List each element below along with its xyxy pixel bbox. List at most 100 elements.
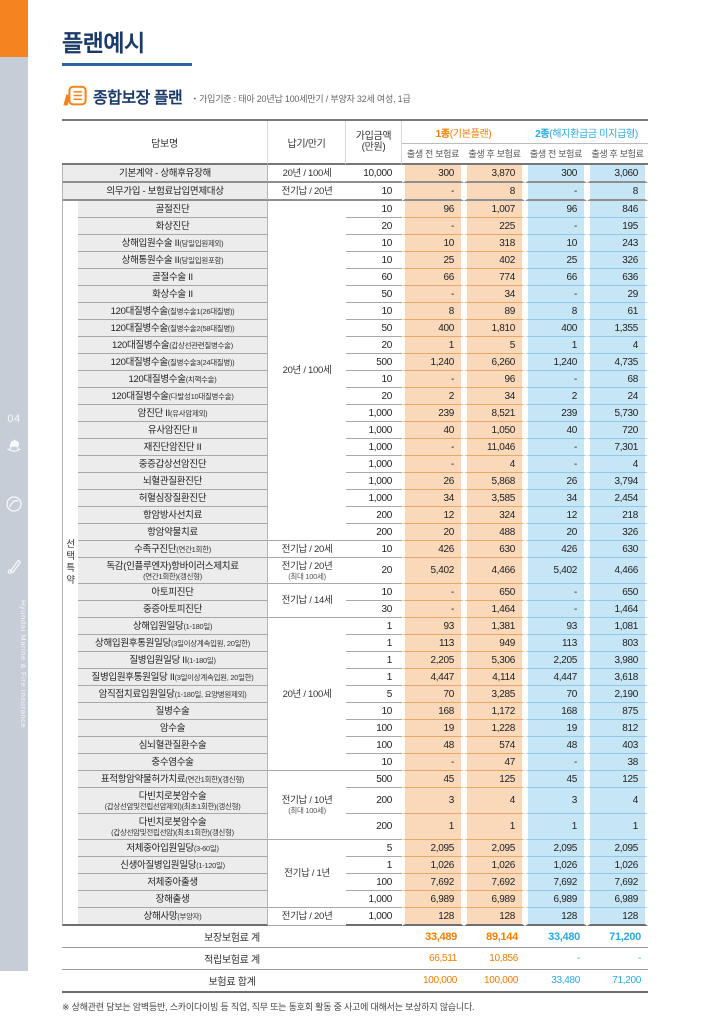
coverage-name-text: 골절진단 [155, 203, 190, 215]
coverage-name: 120대질병수술(다발성10대질병수술) [78, 388, 269, 405]
amount-cell: 20 [346, 558, 403, 584]
coverage-name-text: 암진단 II [137, 407, 171, 419]
premium-cell: 5,730 [587, 405, 649, 422]
premium-cell: 3,794 [587, 473, 649, 490]
premium-cell: 48 [402, 737, 465, 754]
coverage-name-text: 120대질병수술 [110, 322, 168, 334]
premium-cell: 1,810 [464, 320, 526, 337]
premium-cell: 113 [525, 635, 588, 652]
premium-cell: 68 [587, 371, 649, 388]
premium-cell: 636 [587, 269, 649, 286]
coverage-name-text: 항암방사선치료 [142, 509, 203, 521]
coverage-name: 120대질병수술(질병수술1(26대질병)) [78, 303, 269, 320]
coverage-name-detail: (1-180일) [187, 655, 216, 665]
premium-cell: 96 [402, 201, 465, 218]
amount-cell: 1 [346, 669, 403, 686]
premium-cell: 12 [525, 507, 588, 524]
premium-cell: 2,454 [587, 490, 649, 507]
summary-value: 33,480 [525, 926, 588, 948]
premium-cell: 630 [587, 541, 649, 558]
premium-cell: 19 [525, 720, 588, 737]
premium-cell: 96 [464, 371, 526, 388]
premium-cell: - [402, 456, 465, 473]
amount-cell: 10 [346, 235, 403, 252]
premium-cell: - [525, 456, 588, 473]
coverage-name-text: 저체중아출생 [147, 876, 198, 888]
coverage-name: 화상진단 [78, 218, 269, 235]
coverage-name-text: 중증아토피진단 [142, 603, 203, 615]
premium-cell: 195 [587, 218, 649, 235]
coverage-name-text: 120대질병수술 [111, 390, 169, 402]
premium-cell: - [525, 286, 588, 303]
premium-cell: 1,172 [464, 703, 526, 720]
premium-cell: 47 [464, 754, 526, 771]
premium-cell: 1 [402, 337, 465, 354]
premium-cell: 34 [464, 286, 526, 303]
term-note: (최대 100세) [288, 571, 326, 581]
table-row: 120대질병수술(질병수술2(58대질병)) 50 400 1,810 400 1,355 [62, 320, 649, 337]
premium-cell: 113 [402, 635, 465, 652]
premium-cell: - [402, 439, 465, 456]
summary-value: 71,200 [587, 926, 649, 948]
coverage-name: 다빈치로봇암수술 (갑상선암및전립선암)(최초1회한)(갱신형) [78, 814, 269, 840]
coverage-name: 허혈심장질환진단 [78, 490, 269, 507]
coverage-name: 상해입원수술 II(당일입원제외) [78, 235, 269, 252]
premium-cell: - [525, 183, 588, 201]
premium-cell: 2 [525, 388, 588, 405]
table-row: 120대질병수술(다발성10대질병수술) 20 2 34 2 24 [62, 388, 649, 405]
premium-cell: - [402, 754, 465, 771]
premium-cell: 2,095 [525, 840, 588, 857]
coverage-name-text: 독감(인플루엔자)항바이러스제치료 [106, 560, 239, 572]
table-row: 의무가입 - 보험료납입면제대상 전기납 / 20년 10-8-8 [62, 183, 649, 201]
term-text: 전기납 / 20세 [281, 543, 333, 555]
coverage-name: 암진단 II(유사암제외) [78, 405, 269, 422]
table-row: 화상수술 II 50-34-29 [62, 286, 649, 303]
coverage-name-text: 다빈치로봇암수술 [138, 816, 207, 828]
premium-cell: 243 [587, 235, 649, 252]
table-row: 질병입원후통원일당 II(3일이상계속입원, 20일한) 1 4,447 4,114 4… [62, 669, 649, 686]
premium-cell: 630 [464, 541, 526, 558]
premium-cell: 34 [464, 388, 526, 405]
premium-cell: 45 [402, 771, 465, 788]
premium-cell: 66 [402, 269, 465, 286]
amount-cell: 5 [346, 686, 403, 703]
amount-cell: 1 [346, 635, 403, 652]
premium-cell: 7,301 [587, 439, 649, 456]
table-row: 중증갑상선암진단 1,000-4-4 [62, 456, 649, 473]
coverage-name-text: 암직접치료입원일당 [98, 688, 175, 700]
premium-cell: 6,989 [525, 891, 588, 908]
premium-cell: 318 [464, 235, 526, 252]
premium-cell: 26 [525, 473, 588, 490]
brand-vertical-text: Hyundai Marine & Fire Insurance [19, 600, 28, 729]
table-row: 상해사망(부양자) 전기납 / 20년 1,000 128 128 128 128 [62, 908, 649, 926]
premium-cell: 1,464 [587, 601, 649, 618]
table-row: 상해입원수술 II(당일입원제외) 10 10 318 10 243 [62, 235, 649, 252]
table-row: 뇌혈관질환진단 1,000 26 5,868 26 3,794 [62, 473, 649, 490]
amount-cell: 200 [346, 814, 403, 840]
coverage-name: 재진단암진단 II [78, 439, 269, 456]
premium-cell: 846 [587, 201, 649, 218]
premium-cell: 3,285 [464, 686, 526, 703]
term-text: 전기납 / 20년 [281, 185, 333, 197]
term-cell: 전기납 / 20년 [268, 908, 347, 926]
coverage-name-detail: (질병수술2(58대질병)) [167, 323, 235, 333]
premium-cell: 218 [587, 507, 649, 524]
premium-cell: 1 [402, 814, 465, 840]
summary-value: 100,000 [464, 970, 526, 993]
document-pencil-icon [63, 85, 87, 106]
premium-cell: 70 [525, 686, 588, 703]
left-rail: 04 Hyundai Marine & Fire Insurance [0, 0, 28, 971]
coverage-name: 상해사망(부양자) [78, 908, 269, 926]
coverage-name-text: 아토피진단 [151, 586, 194, 598]
coverage-name-subline: (갑상선암및전립선암)(최초1회한)(갱신형) [111, 827, 234, 837]
coverage-name-detail: (질병수술3(24대질병)) [167, 357, 235, 367]
amount-cell: 1,000 [346, 473, 403, 490]
table-row: 암진단 II(유사암제외) 1,000 239 8,521 239 5,730 [62, 405, 649, 422]
coverage-name-text: 심뇌혈관질환수술 [138, 739, 207, 751]
premium-cell: 10 [402, 235, 465, 252]
premium-cell: 324 [464, 507, 526, 524]
premium-cell: - [525, 601, 588, 618]
amount-cell: 5 [346, 840, 403, 857]
table-row: 골절수술 II 60 66 774 66 636 [62, 269, 649, 286]
premium-cell: 4 [587, 337, 649, 354]
